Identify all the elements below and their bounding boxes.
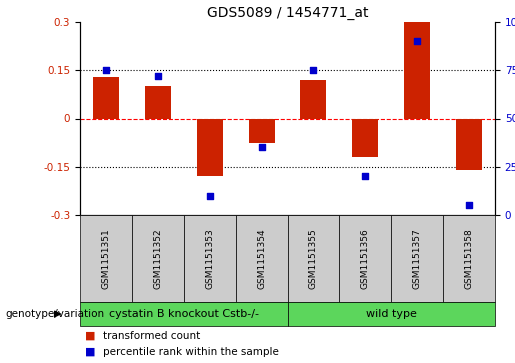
Text: transformed count: transformed count bbox=[103, 331, 200, 340]
Text: ■: ■ bbox=[85, 331, 96, 340]
Text: GSM1151355: GSM1151355 bbox=[309, 228, 318, 289]
Text: GSM1151351: GSM1151351 bbox=[101, 228, 110, 289]
Text: wild type: wild type bbox=[366, 309, 417, 319]
Bar bbox=[352, 118, 379, 157]
Point bbox=[205, 193, 214, 199]
Bar bbox=[443, 215, 495, 302]
Point bbox=[153, 73, 162, 79]
Text: GSM1151354: GSM1151354 bbox=[257, 228, 266, 289]
Bar bbox=[184, 215, 236, 302]
Point bbox=[310, 68, 318, 73]
Bar bbox=[93, 77, 119, 118]
Bar bbox=[456, 118, 482, 170]
Point bbox=[361, 174, 369, 179]
Point bbox=[258, 144, 266, 150]
Bar bbox=[197, 118, 222, 176]
Bar bbox=[339, 215, 391, 302]
Text: ■: ■ bbox=[85, 347, 96, 357]
Point bbox=[413, 38, 421, 44]
Bar bbox=[287, 302, 495, 326]
Bar bbox=[249, 118, 274, 143]
Point bbox=[102, 68, 110, 73]
Text: GSM1151357: GSM1151357 bbox=[413, 228, 422, 289]
Bar bbox=[391, 215, 443, 302]
Text: cystatin B knockout Cstb-/-: cystatin B knockout Cstb-/- bbox=[109, 309, 259, 319]
Bar bbox=[80, 302, 287, 326]
Bar bbox=[80, 215, 132, 302]
Text: GSM1151353: GSM1151353 bbox=[205, 228, 214, 289]
Bar bbox=[145, 86, 171, 118]
Point bbox=[465, 203, 473, 208]
Text: genotype/variation: genotype/variation bbox=[5, 309, 104, 319]
Bar bbox=[300, 80, 327, 118]
Bar bbox=[236, 215, 287, 302]
Title: GDS5089 / 1454771_at: GDS5089 / 1454771_at bbox=[207, 5, 368, 20]
Bar bbox=[287, 215, 339, 302]
Text: GSM1151358: GSM1151358 bbox=[465, 228, 474, 289]
Text: percentile rank within the sample: percentile rank within the sample bbox=[103, 347, 279, 357]
Bar bbox=[404, 22, 430, 118]
Bar bbox=[132, 215, 184, 302]
Text: GSM1151352: GSM1151352 bbox=[153, 228, 162, 289]
Text: GSM1151356: GSM1151356 bbox=[361, 228, 370, 289]
